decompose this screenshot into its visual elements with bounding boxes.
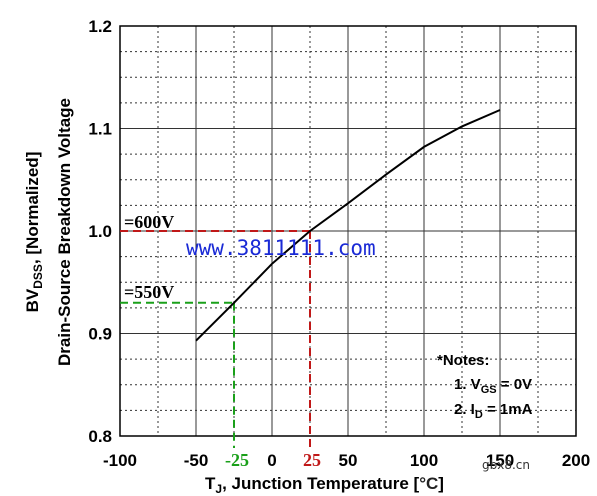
watermark-corner: gbx8.cn [482, 458, 530, 472]
y-tick-label: 0.8 [88, 427, 112, 446]
y-axis-title: BVDSS, [Normalized] Drain-Source Breakdo… [23, 98, 74, 366]
y-tick-label: 0.9 [88, 325, 112, 344]
notes-heading: *Notes: [437, 352, 490, 369]
annotation-550v: =550V [124, 282, 174, 302]
y-tick-label: 1.2 [88, 17, 112, 36]
annotation-600v: =600V [124, 212, 174, 232]
x-tick-label: 200 [562, 451, 590, 470]
notes-box: *Notes: 1. VGS = 0V 2. ID = 1mA [437, 352, 533, 421]
x-tick-label: 50 [339, 451, 358, 470]
highlight-tick-25: 25 [303, 450, 321, 470]
x-tick-label: -100 [103, 451, 137, 470]
series-line [195, 109, 501, 342]
x-tick-label: 0 [267, 451, 276, 470]
x-tick-labels: -100 -50 0 50 100 150 200 [103, 451, 590, 470]
grid-lines [120, 26, 576, 436]
notes-line-2: 2. ID = 1mA [454, 401, 533, 421]
x-tick-label: -50 [184, 451, 209, 470]
y-tick-label: 1.0 [88, 222, 112, 241]
y-tick-labels: 0.8 0.9 1.0 1.1 1.2 [88, 17, 112, 446]
x-tick-label: 150 [486, 451, 514, 470]
y-axis-title-line2: Drain-Source Breakdown Voltage [55, 98, 74, 366]
watermark-url: www.3811111.com [186, 236, 376, 260]
highlight-tick-minus25: -25 [225, 450, 249, 470]
x-axis-title: TJ, Junction Temperature [°C] [205, 474, 444, 496]
y-tick-label: 1.1 [88, 120, 112, 139]
guide-lines [120, 230, 311, 448]
notes-line-1: 1. VGS = 0V [454, 376, 532, 396]
x-tick-label: 100 [410, 451, 438, 470]
y-axis-title-line1: BVDSS, [Normalized] [23, 152, 45, 313]
